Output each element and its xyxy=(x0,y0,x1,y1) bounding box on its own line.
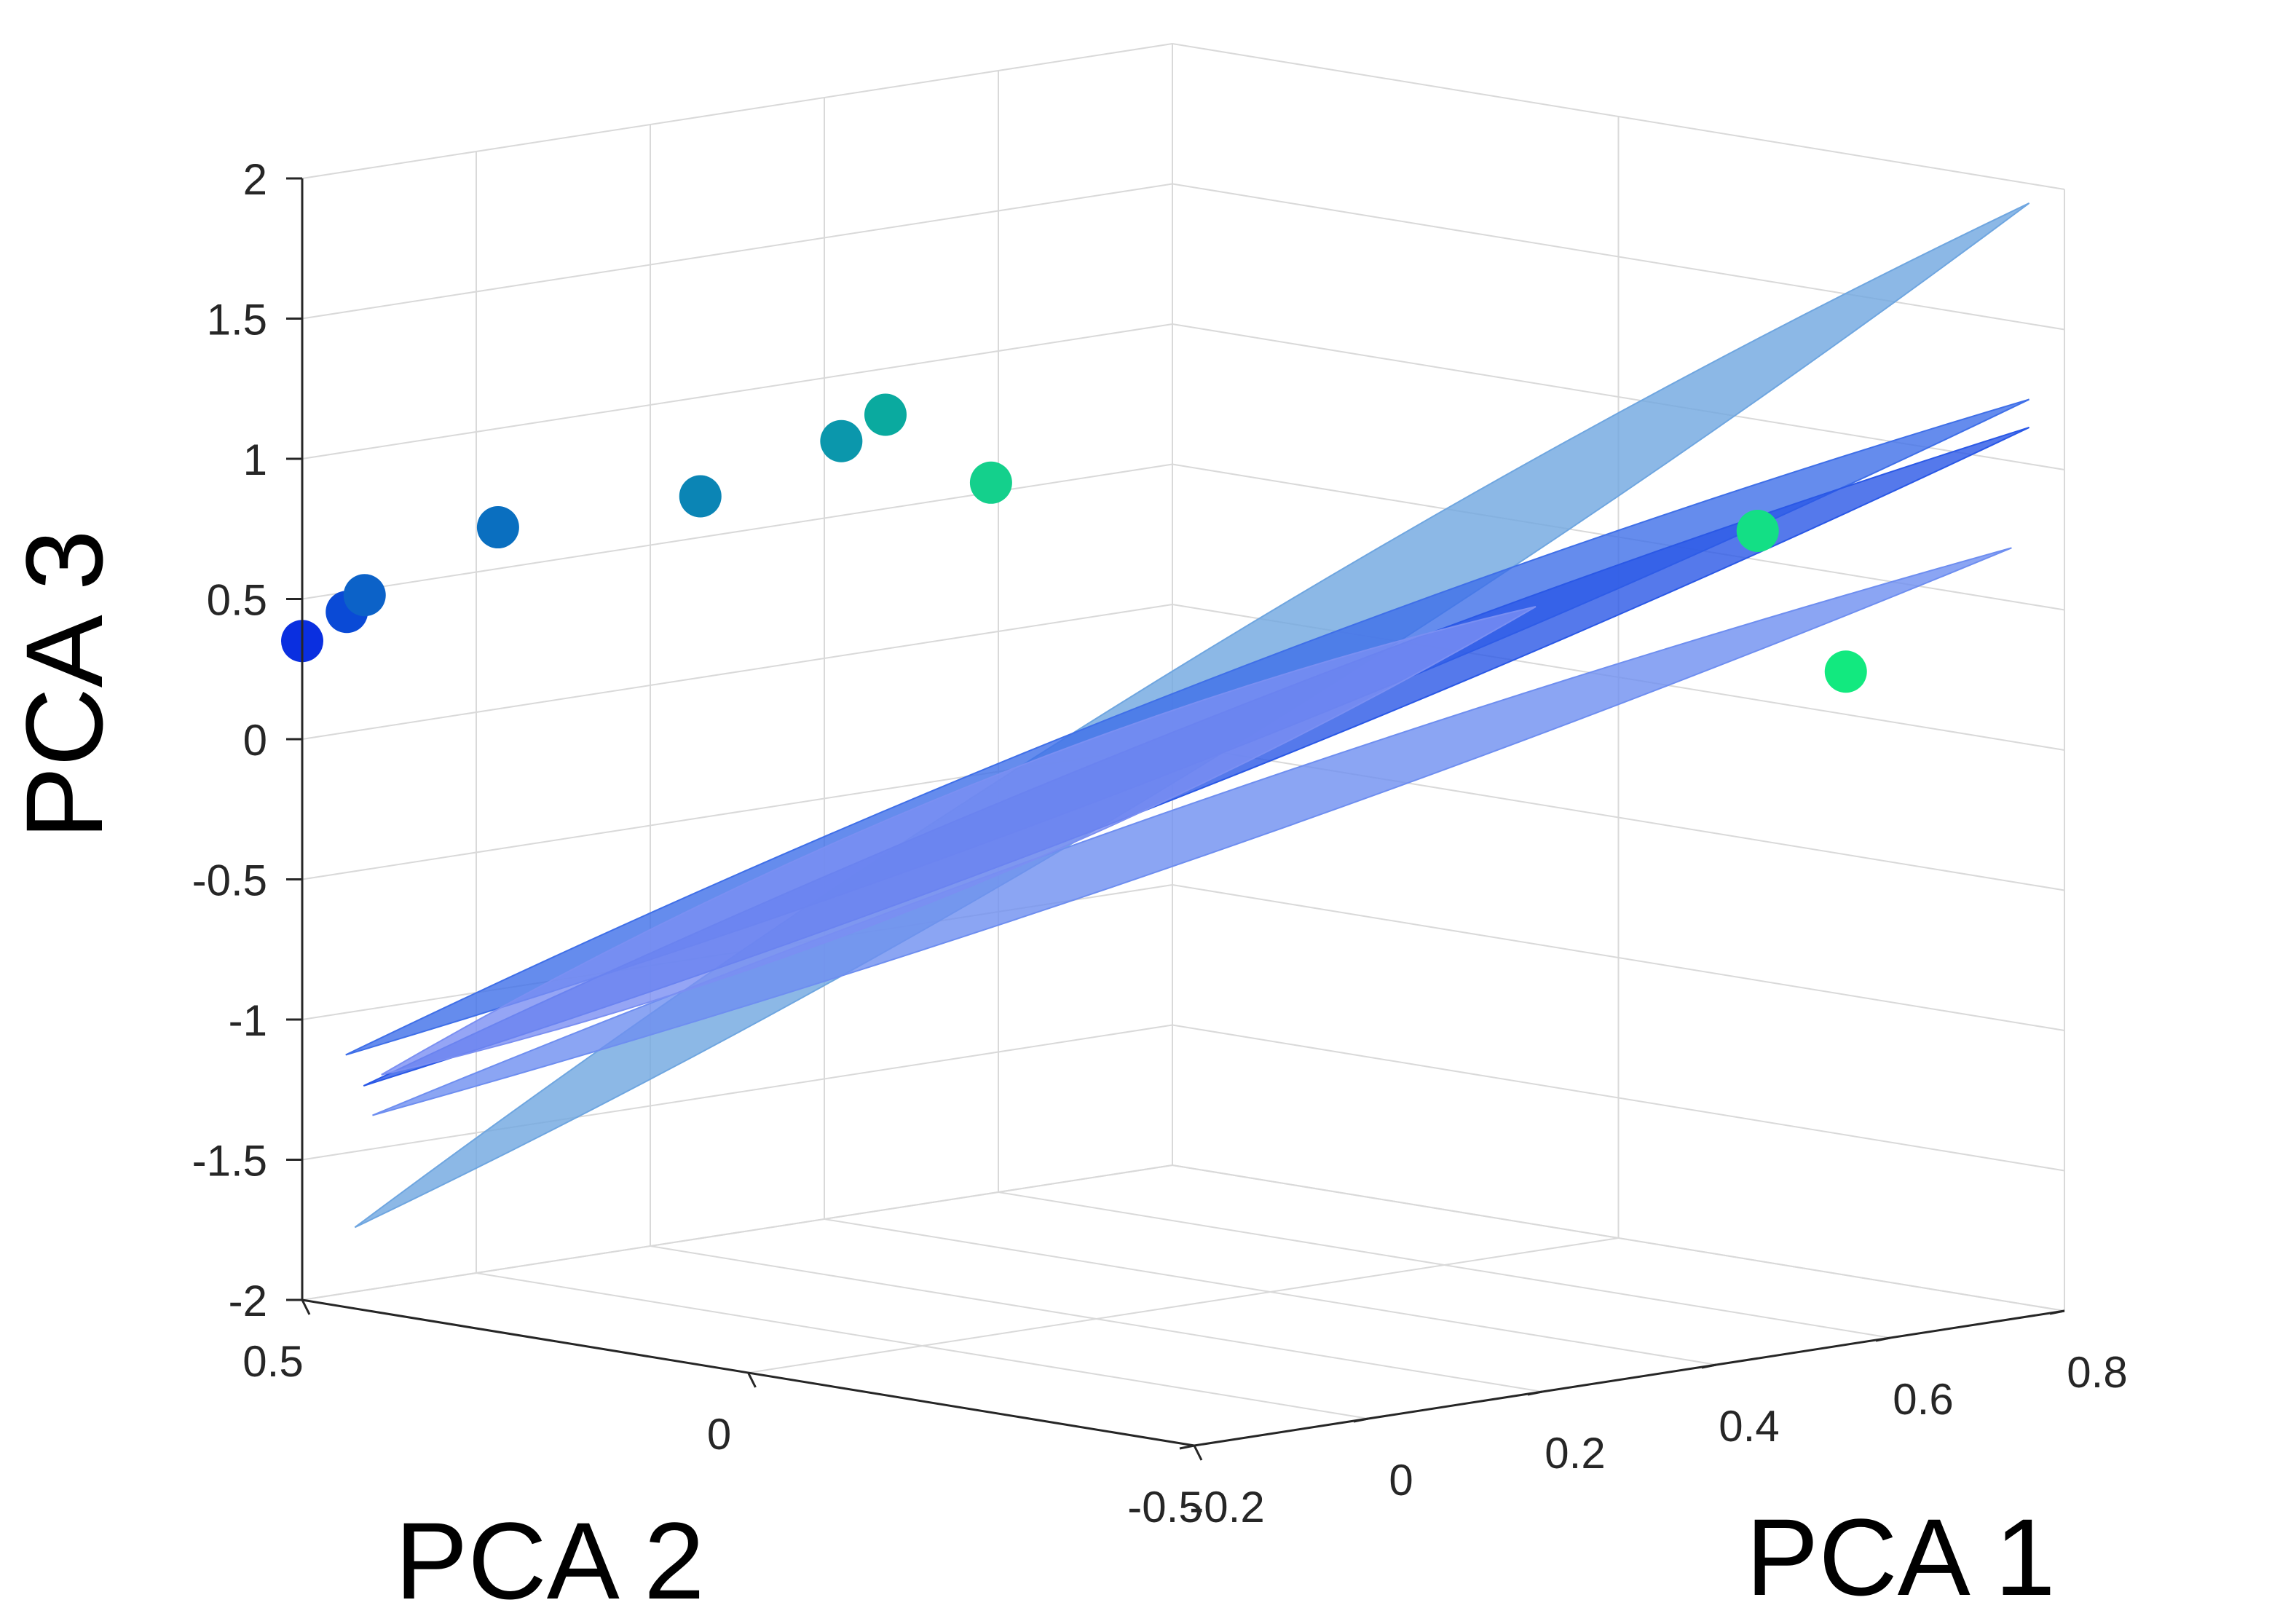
y-tick-label: 0 xyxy=(707,1410,731,1459)
x-tick-mark xyxy=(1875,1336,1891,1342)
grid-line-z-side xyxy=(1172,183,2065,331)
z-tick-label: 1 xyxy=(243,435,267,484)
surface-ribbon-5 xyxy=(381,606,1536,1076)
z-tick-label: 0 xyxy=(243,716,267,765)
x-tick-label: -0.2 xyxy=(1189,1483,1264,1532)
z-tick-label: -1 xyxy=(229,996,267,1045)
z-tick-label: 1.5 xyxy=(207,296,267,344)
data-points xyxy=(281,393,1867,693)
x-tick-mark xyxy=(1179,1444,1195,1450)
data-point-4 xyxy=(476,506,519,549)
grid-line-z-back xyxy=(301,323,1173,460)
z-tick-label: 2 xyxy=(243,155,267,204)
x-tick-mark xyxy=(1527,1390,1543,1396)
x-tick-label: 0 xyxy=(1389,1456,1413,1505)
grid-line-z-side xyxy=(1172,1024,2065,1172)
data-point-10 xyxy=(1824,650,1867,693)
data-point-5 xyxy=(679,475,722,518)
data-point-3 xyxy=(343,574,386,617)
data-point-6 xyxy=(820,419,863,462)
x-tick-mark xyxy=(1353,1417,1369,1423)
surface-ribbon-4 xyxy=(372,547,2012,1116)
grid-line-z-back xyxy=(301,183,1173,320)
grid-line-z-back xyxy=(301,1024,1173,1161)
grid-line-y-floor xyxy=(748,1237,1619,1373)
grid-line-y-floor xyxy=(301,1164,1173,1301)
data-point-9 xyxy=(1736,510,1779,552)
y-tick-label: 0.5 xyxy=(242,1337,303,1386)
tick-labels: 21.510.50-0.5-1-1.5-20.50-0.5-0.200.20.4… xyxy=(192,155,2128,1532)
x-tick-mark xyxy=(1701,1363,1717,1369)
z-tick-label: -2 xyxy=(229,1277,267,1325)
x-tick-label: 0.4 xyxy=(1719,1402,1779,1451)
y-tick-label: -0.5 xyxy=(1127,1483,1202,1532)
z-tick-label: -0.5 xyxy=(192,856,267,905)
grid-line-z-back xyxy=(301,463,1173,600)
x-axis-line xyxy=(1194,1309,2065,1447)
pca2-axis-title: PCA 2 xyxy=(395,1499,704,1622)
surface-ribbons xyxy=(345,202,2030,1229)
grid-line-z-side xyxy=(1172,43,2065,190)
y-tick-mark xyxy=(301,1299,311,1315)
data-point-7 xyxy=(864,393,907,436)
x-tick-mark xyxy=(2049,1309,2065,1315)
x-tick-label: 0.6 xyxy=(1893,1375,1953,1424)
pca3-axis-title: PCA 3 xyxy=(3,529,125,839)
z-tick-label: -1.5 xyxy=(192,1137,267,1186)
grid-line-z-side xyxy=(1172,884,2065,1031)
data-point-8 xyxy=(969,461,1012,504)
grid-line-z-back xyxy=(301,604,1173,740)
y-tick-mark xyxy=(1193,1445,1203,1461)
z-tick-label: 0.5 xyxy=(207,576,267,625)
y-tick-mark xyxy=(747,1372,757,1388)
pca1-axis-title: PCA 1 xyxy=(1745,1496,2055,1618)
x-tick-label: 0.8 xyxy=(2067,1348,2127,1397)
axes xyxy=(286,177,2065,1461)
x-tick-label: 0.2 xyxy=(1545,1429,1605,1478)
grid-line-z-back xyxy=(301,43,1173,179)
